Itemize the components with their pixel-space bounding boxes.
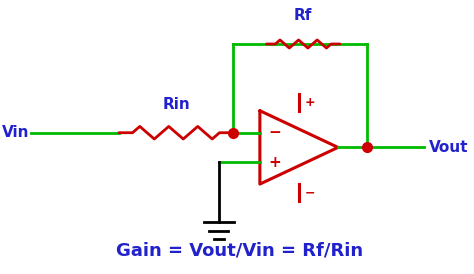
Text: Gain = Vout/Vin = Rf/Rin: Gain = Vout/Vin = Rf/Rin <box>116 242 364 260</box>
Text: Vout: Vout <box>428 140 468 155</box>
Text: +: + <box>269 155 282 170</box>
Text: −: − <box>305 186 315 199</box>
Text: Rin: Rin <box>162 97 190 112</box>
Text: Rf: Rf <box>294 8 312 23</box>
Text: −: − <box>269 125 282 140</box>
Text: Vin: Vin <box>2 125 29 140</box>
Text: +: + <box>305 96 315 109</box>
